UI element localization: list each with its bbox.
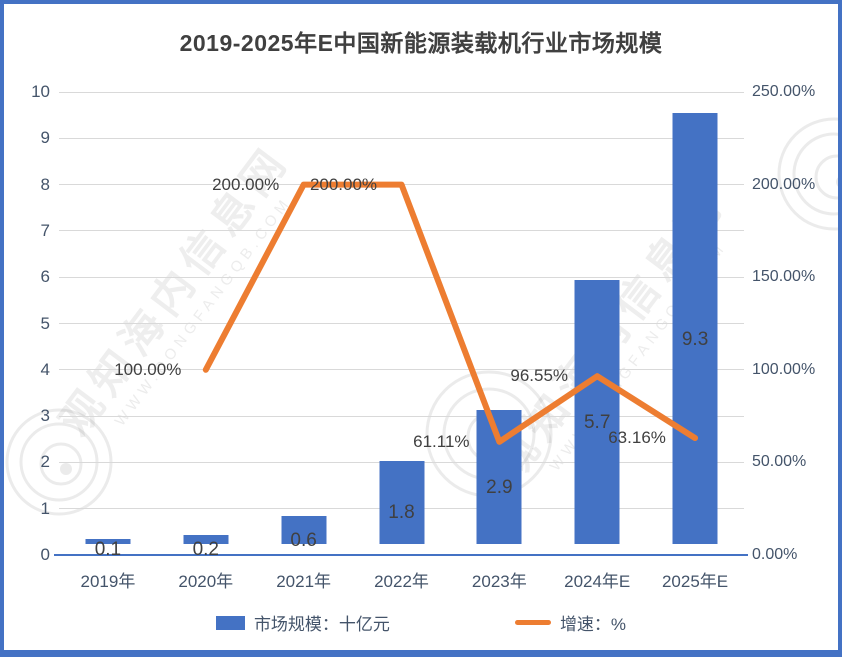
left-axis-tick: 2 <box>40 452 50 472</box>
eye-logo-right <box>777 117 838 231</box>
bar-2024年E <box>574 280 620 544</box>
x-axis-label: 2025年E <box>661 572 729 591</box>
legend-label: 市场规模：十亿元 <box>253 615 390 634</box>
bar-2025年E <box>672 113 718 544</box>
gridline <box>59 230 744 232</box>
legend-item-market-size: 市场规模：十亿元 <box>215 610 390 635</box>
chart-title: 2019-2025年E中国新能源装载机行业市场规模 <box>179 30 663 56</box>
x-axis-label: 2022年 <box>374 572 429 591</box>
gridline <box>59 91 744 93</box>
left-axis-tick: 0 <box>40 545 50 564</box>
left-axis-tick: 7 <box>40 220 50 240</box>
line-value-label: 96.55% <box>510 366 569 386</box>
line-value-label: 200.00% <box>212 174 280 194</box>
right-axis-tick: 100.00% <box>752 360 816 378</box>
line-value-label: 63.16% <box>608 428 666 448</box>
left-axis-tick: 3 <box>40 406 50 426</box>
left-axis-tick: 9 <box>40 128 50 148</box>
bar-value-label: 0.1 <box>94 539 122 560</box>
growth-rate-line <box>202 181 699 445</box>
line-series-layer <box>202 181 699 445</box>
right-axis-tick: 0.00% <box>752 546 798 563</box>
bar-value-label: 0.2 <box>192 539 219 560</box>
gridline <box>59 323 744 324</box>
right-axis-tick: 50.00% <box>752 453 807 471</box>
x-axis-label: 2024年E <box>564 572 631 591</box>
line-value-label: 200.00% <box>309 174 378 194</box>
left-axis-tick: 10 <box>31 82 50 101</box>
legend: 市场规模：十亿元 增速：% <box>4 610 838 635</box>
bar-2020年 <box>183 534 229 544</box>
bar-2022年 <box>379 460 424 544</box>
line-value-label: 61.11% <box>413 431 470 451</box>
bar-2021年 <box>281 516 327 544</box>
right-axis-tick: 200.00% <box>752 175 816 193</box>
line-value-label: 100.00% <box>114 359 182 379</box>
x-axis-label: 2021年 <box>276 572 332 591</box>
left-axis-tick: 4 <box>40 359 50 379</box>
right-axis-tick: 250.00% <box>752 83 816 100</box>
x-axis-label: 2023年 <box>471 572 527 591</box>
x-axis-label: 2019年 <box>80 572 136 591</box>
bar-value-label: 9.3 <box>681 328 709 350</box>
left-axis-tick: 8 <box>40 174 50 194</box>
bar-value-label: 1.8 <box>388 502 415 524</box>
x-axis-line <box>54 554 748 556</box>
left-axis-tick: 1 <box>40 498 50 518</box>
gridline <box>59 369 744 371</box>
right-axis-tick: 150.00% <box>752 268 816 286</box>
legend-label: 增速：% <box>559 615 627 634</box>
left-axis-tick: 6 <box>40 267 50 287</box>
gridline <box>59 276 744 278</box>
bar-value-label: 0.6 <box>290 530 317 552</box>
left-axis-tick: 5 <box>40 313 50 333</box>
line-series-swatch <box>514 620 551 625</box>
legend-item-growth-rate: 增速：% <box>514 610 627 635</box>
bar-value-label: 2.9 <box>486 476 513 498</box>
bar-series-swatch <box>215 615 245 630</box>
bar-2019年 <box>85 539 131 544</box>
gridline <box>59 415 744 417</box>
x-axis-label: 2020年 <box>178 572 234 591</box>
gridline <box>59 137 744 139</box>
bar-value-label: 5.7 <box>583 412 611 434</box>
